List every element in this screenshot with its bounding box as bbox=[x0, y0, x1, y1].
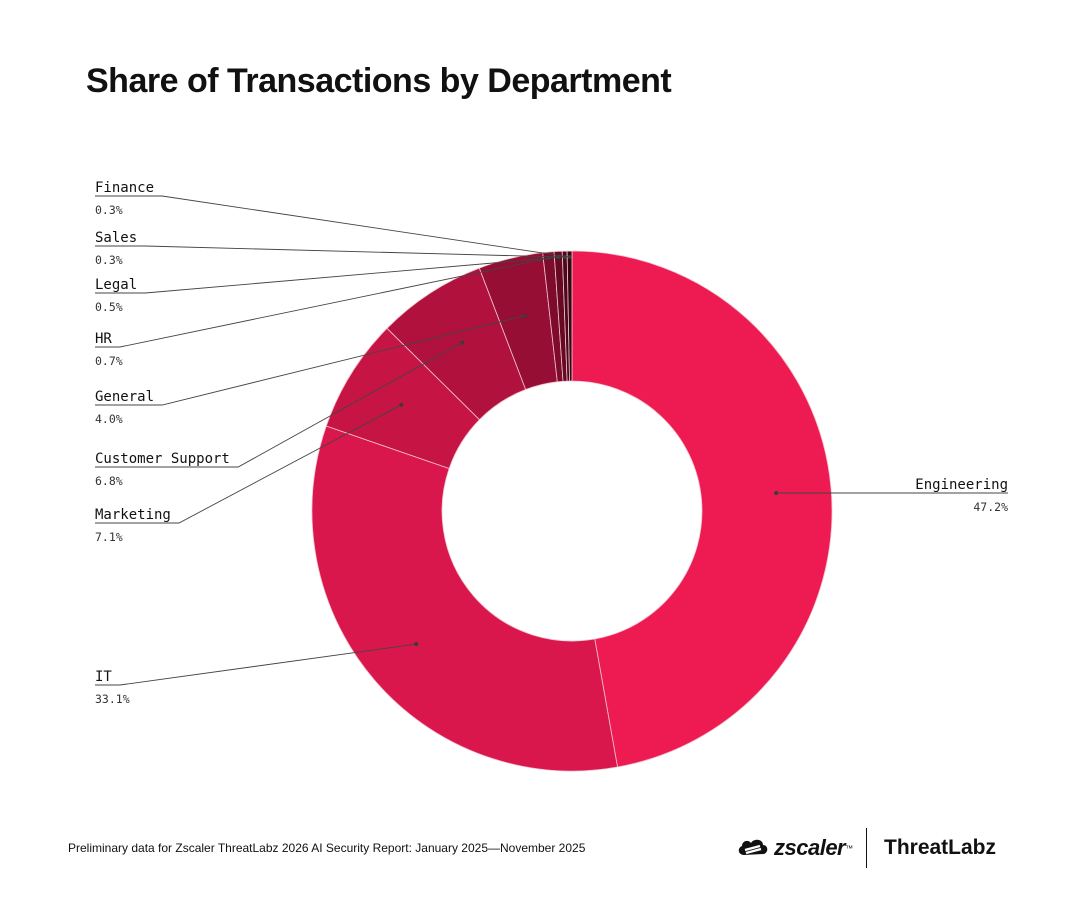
leader-line-sales bbox=[95, 245, 565, 258]
brand-divider bbox=[866, 828, 867, 868]
slice-label-customer-support: Customer Support bbox=[95, 451, 230, 467]
zscaler-cloud-icon bbox=[738, 839, 768, 855]
leader-line-customer-support bbox=[95, 342, 463, 468]
slice-value-it: 33.1% bbox=[95, 692, 130, 706]
slice-value-hr: 0.7% bbox=[95, 354, 123, 368]
donut-slices bbox=[311, 250, 833, 772]
slice-label-engineering: Engineering bbox=[915, 477, 1008, 493]
slice-value-engineering: 47.2% bbox=[973, 500, 1008, 514]
slice-label-general: General bbox=[95, 389, 154, 405]
slice-value-finance: 0.3% bbox=[95, 203, 123, 217]
leader-lines bbox=[95, 195, 1008, 686]
slice-label-finance: Finance bbox=[95, 180, 154, 196]
threatlabz-wordmark: ThreatLabz bbox=[884, 836, 997, 859]
zscaler-logo: zscaler ™ bbox=[736, 828, 853, 868]
leader-line-legal bbox=[95, 256, 559, 294]
slice-engineering bbox=[571, 250, 833, 768]
leader-line-general bbox=[95, 315, 525, 406]
slice-labels: Engineering 47.2% IT 33.1% Marketing 7.1% Cust… bbox=[95, 180, 1008, 706]
leader-line-marketing bbox=[95, 404, 402, 524]
zscaler-wordmark: zscaler bbox=[774, 835, 846, 860]
chart-title: Share of Transactions by Department bbox=[86, 62, 672, 100]
slice-it bbox=[311, 425, 618, 772]
slice-value-legal: 0.5% bbox=[95, 300, 123, 314]
leader-line-hr bbox=[95, 257, 549, 348]
slice-label-it: IT bbox=[95, 669, 112, 685]
slice-value-general: 4.0% bbox=[95, 412, 123, 426]
slice-label-sales: Sales bbox=[95, 230, 137, 246]
threatlabz-logo: ThreatLabz bbox=[884, 828, 996, 868]
slice-value-sales: 0.3% bbox=[95, 253, 123, 267]
leader-line-finance bbox=[95, 195, 570, 258]
zscaler-trademark: ™ bbox=[845, 843, 854, 853]
leader-line-it bbox=[95, 643, 417, 686]
footer-note: Preliminary data for Zscaler ThreatLabz … bbox=[68, 841, 586, 855]
slice-label-legal: Legal bbox=[95, 277, 137, 293]
slice-label-hr: HR bbox=[95, 331, 112, 347]
slice-value-customer-support: 6.8% bbox=[95, 474, 123, 488]
slice-finance bbox=[566, 250, 573, 382]
slice-value-marketing: 7.1% bbox=[95, 530, 123, 544]
slice-label-marketing: Marketing bbox=[95, 507, 171, 523]
